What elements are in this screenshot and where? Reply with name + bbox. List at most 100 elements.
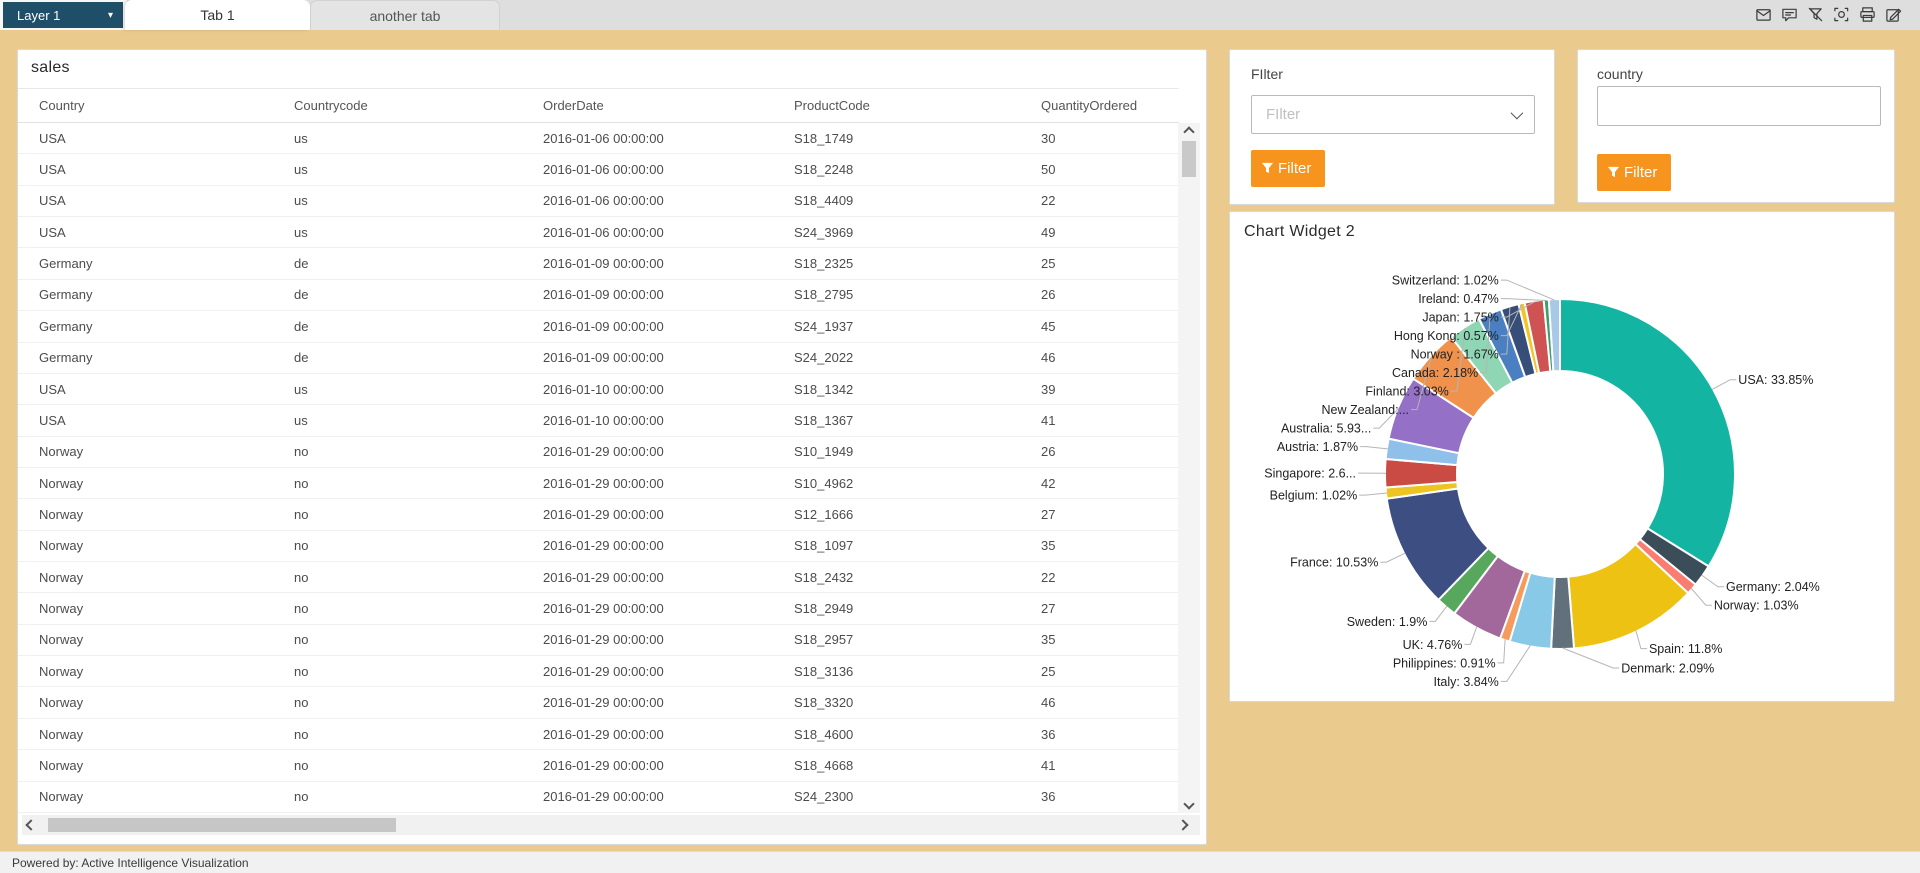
table-cell: Norway — [39, 538, 84, 554]
table-header-row: Country Countrycode OrderDate ProductCod… — [18, 88, 1179, 123]
column-header-productcode[interactable]: ProductCode — [794, 98, 870, 113]
table-row[interactable]: Germany de 2016-01-09 00:00:00 S18_2325 25 — [18, 248, 1179, 280]
edit-icon[interactable] — [1884, 5, 1902, 23]
table-cell: 36 — [1041, 726, 1056, 742]
vertical-scrollbar-thumb[interactable] — [1182, 141, 1196, 177]
layer-selector[interactable]: Layer 1 ▾ — [3, 2, 123, 28]
table-row[interactable]: Norway no 2016-01-29 00:00:00 S18_1097 35 — [18, 530, 1179, 563]
country-filter-button[interactable]: Filter — [1597, 154, 1672, 191]
pie-slice-label: Ireland: 0.47% — [1418, 292, 1499, 306]
table-row[interactable]: Norway no 2016-01-29 00:00:00 S18_4600 36 — [18, 718, 1179, 751]
column-header-quantityordered[interactable]: QuantityOrdered — [1041, 98, 1138, 113]
filter-select[interactable]: FIlter — [1251, 95, 1535, 134]
table-cell: 45 — [1041, 318, 1056, 334]
horizontal-scrollbar-thumb[interactable] — [48, 818, 396, 832]
table-cell: 46 — [1041, 695, 1056, 711]
table-cell: Germany — [39, 287, 93, 303]
filter-apply-button[interactable]: Filter — [1251, 150, 1326, 187]
table-cell: 2016-01-06 00:00:00 — [543, 193, 664, 209]
table-row[interactable]: Norway no 2016-01-29 00:00:00 S12_1666 27 — [18, 499, 1179, 531]
mail-icon[interactable] — [1754, 5, 1772, 23]
print-icon[interactable] — [1858, 5, 1876, 23]
label-leader-line — [1500, 298, 1547, 302]
vertical-scrollbar[interactable] — [1178, 123, 1200, 813]
table-cell: S24_1937 — [794, 318, 854, 334]
pie-slice-label: New Zealand:... — [1321, 403, 1409, 417]
label-leader-line — [1380, 552, 1406, 563]
country-input[interactable] — [1597, 86, 1881, 126]
table-row[interactable]: Norway no 2016-01-29 00:00:00 S18_3136 25 — [18, 656, 1179, 688]
table-cell: no — [294, 695, 309, 711]
pie-slice-usa[interactable] — [1559, 298, 1736, 568]
table-row[interactable]: Norway no 2016-01-29 00:00:00 S18_2949 27 — [18, 593, 1179, 625]
tab-label: another tab — [369, 7, 441, 24]
table-row[interactable]: Germany de 2016-01-09 00:00:00 S18_2795 26 — [18, 279, 1179, 312]
table-cell: USA — [39, 193, 66, 209]
table-cell: 50 — [1041, 162, 1056, 178]
table-cell: us — [294, 412, 308, 428]
table-cell: S18_3320 — [794, 695, 854, 711]
table-cell: Norway — [39, 569, 84, 585]
table-cell: no — [294, 663, 309, 679]
scroll-up-button[interactable] — [1180, 123, 1198, 141]
table-row[interactable]: Germany de 2016-01-09 00:00:00 S24_1937 45 — [18, 311, 1179, 343]
table-row[interactable]: USA us 2016-01-06 00:00:00 S18_1749 30 — [18, 123, 1179, 155]
table-cell: S18_4668 — [794, 757, 854, 773]
filter-clear-icon[interactable] — [1806, 5, 1824, 23]
table-row[interactable]: Norway no 2016-01-29 00:00:00 S18_4668 41 — [18, 750, 1179, 782]
table-row[interactable]: USA us 2016-01-06 00:00:00 S18_4409 22 — [18, 185, 1179, 218]
table-row[interactable]: Norway no 2016-01-29 00:00:00 S18_2432 22 — [18, 562, 1179, 594]
table-cell: no — [294, 601, 309, 617]
label-leader-line — [1497, 639, 1506, 664]
table-row[interactable]: USA us 2016-01-06 00:00:00 S24_3969 49 — [18, 217, 1179, 249]
table-cell: Norway — [39, 475, 84, 491]
scroll-right-button[interactable] — [1174, 816, 1192, 834]
table-cell: USA — [39, 162, 66, 178]
table-cell: 2016-01-09 00:00:00 — [543, 256, 664, 272]
column-header-orderdate[interactable]: OrderDate — [543, 98, 604, 113]
table-cell: S18_2432 — [794, 569, 854, 585]
table-cell: no — [294, 789, 309, 805]
pie-slice-label: USA: 33.85% — [1738, 373, 1813, 387]
table-cell: 41 — [1041, 412, 1056, 428]
comment-icon[interactable] — [1780, 5, 1798, 23]
scroll-left-button[interactable] — [22, 816, 40, 834]
table-cell: no — [294, 757, 309, 773]
column-header-country[interactable]: Country — [39, 98, 85, 113]
table-cell: 2016-01-29 00:00:00 — [543, 695, 664, 711]
pie-slice-label: Denmark: 2.09% — [1621, 661, 1714, 675]
table-cell: no — [294, 475, 309, 491]
table-row[interactable]: USA us 2016-01-10 00:00:00 S18_1342 39 — [18, 373, 1179, 406]
table-row[interactable]: Germany de 2016-01-09 00:00:00 S24_2022 46 — [18, 342, 1179, 374]
table-cell: 2016-01-06 00:00:00 — [543, 130, 664, 146]
table-row[interactable]: Norway no 2016-01-29 00:00:00 S18_3320 46 — [18, 687, 1179, 719]
table-cell: Germany — [39, 256, 93, 272]
table-row[interactable]: USA us 2016-01-10 00:00:00 S18_1367 41 — [18, 405, 1179, 437]
pie-slice-label: Canada: 2.18% — [1392, 366, 1478, 380]
table-cell: S18_2325 — [794, 256, 854, 272]
pie-slice-label: UK: 4.76% — [1403, 638, 1463, 652]
scroll-down-button[interactable] — [1180, 795, 1198, 813]
table-cell: 2016-01-09 00:00:00 — [543, 287, 664, 303]
horizontal-scrollbar[interactable] — [22, 815, 1200, 835]
column-header-countrycode[interactable]: Countrycode — [294, 98, 368, 113]
tab-another-tab[interactable]: another tab — [310, 0, 500, 30]
screenshot-icon[interactable] — [1832, 5, 1850, 23]
table-row[interactable]: Norway no 2016-01-29 00:00:00 S18_2957 35 — [18, 624, 1179, 657]
label-leader-line — [1411, 356, 1432, 411]
table-cell: no — [294, 506, 309, 522]
chart-title: Chart Widget 2 — [1244, 223, 1355, 240]
table-row[interactable]: USA us 2016-01-06 00:00:00 S18_2248 50 — [18, 154, 1179, 186]
label-leader-line — [1500, 304, 1523, 337]
pie-slice-label: Austria: 1.87% — [1277, 440, 1358, 454]
table-cell: 2016-01-29 00:00:00 — [543, 789, 664, 805]
table-row[interactable]: Norway no 2016-01-29 00:00:00 S10_4962 42 — [18, 467, 1179, 500]
table-cell: USA — [39, 224, 66, 240]
tab-tab-1[interactable]: Tab 1 — [125, 0, 310, 30]
label-leader-line — [1464, 626, 1478, 645]
table-row[interactable]: Norway no 2016-01-29 00:00:00 S24_2300 36 — [18, 781, 1179, 813]
table-cell: 49 — [1041, 224, 1056, 240]
table-row[interactable]: Norway no 2016-01-29 00:00:00 S10_1949 26 — [18, 436, 1179, 468]
label-leader-line — [1373, 407, 1400, 429]
label-leader-line — [1359, 492, 1388, 496]
